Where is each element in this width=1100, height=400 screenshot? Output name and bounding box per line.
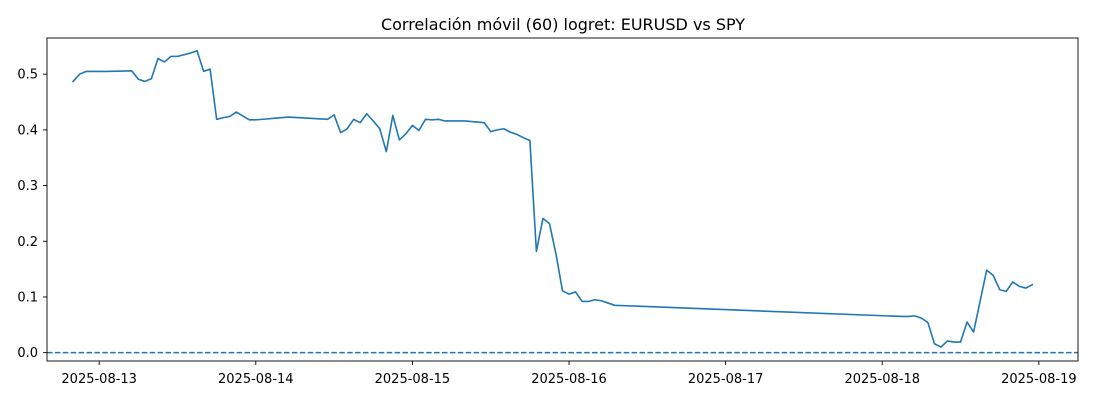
plot-frame: [46, 37, 1079, 362]
x-tick-label: 2025-08-14: [218, 372, 294, 387]
y-tick-label: 0.4: [17, 123, 38, 138]
x-tick-label: 2025-08-19: [1001, 372, 1077, 387]
y-tick-label: 0.0: [17, 346, 38, 361]
chart-title: Correlación móvil (60) logret: EURUSD vs…: [381, 15, 745, 34]
plot-area: 0.0 0.1 0.2 0.3 0.4 0.5 2025-08-13 2025-08-14 20…: [17, 37, 1079, 387]
y-tick-label: 0.2: [17, 235, 38, 250]
x-tick-label: 2025-08-13: [61, 372, 137, 387]
y-tick-label: 0.5: [17, 68, 38, 83]
y-tick-label: 0.3: [17, 179, 38, 194]
x-tick-label: 2025-08-16: [531, 372, 607, 387]
x-tick-label: 2025-08-15: [375, 372, 451, 387]
x-tick-label: 2025-08-17: [688, 372, 764, 387]
x-tick-label: 2025-08-18: [844, 372, 920, 387]
series-line-1: [71, 50, 1034, 348]
y-tick-label: 0.1: [17, 290, 38, 305]
